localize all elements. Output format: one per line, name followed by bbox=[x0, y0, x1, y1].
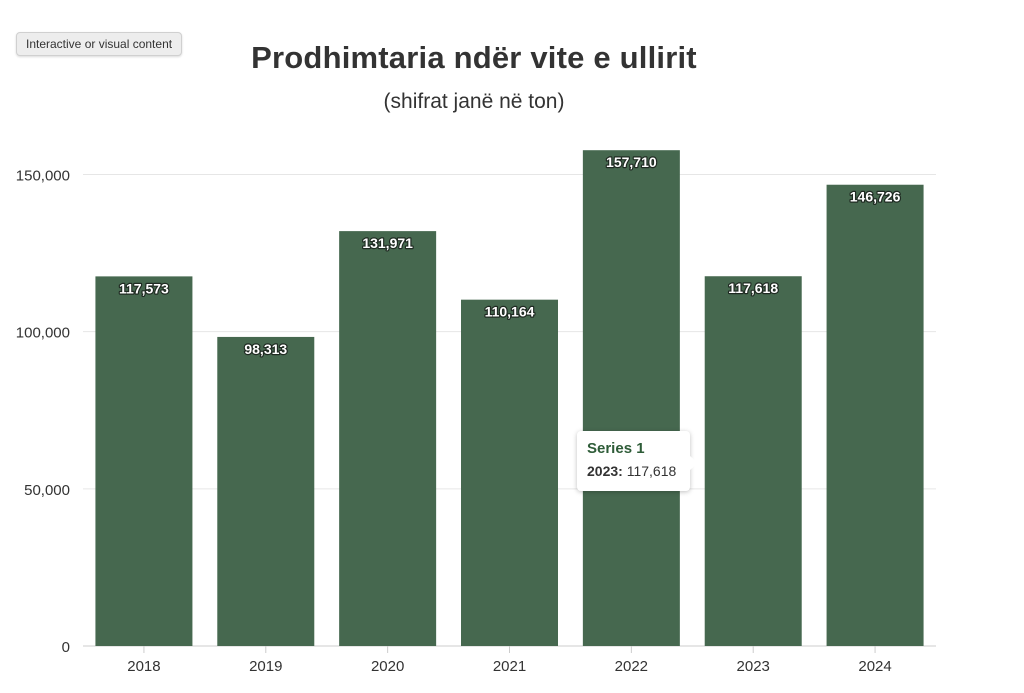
x-tick-label: 2024 bbox=[858, 658, 891, 675]
x-tick-label: 2023 bbox=[737, 658, 770, 675]
y-tick-label: 100,000 bbox=[16, 325, 70, 342]
bar-2024[interactable] bbox=[826, 184, 924, 646]
bar-2018[interactable] bbox=[95, 276, 193, 646]
interactive-content-badge[interactable]: Interactive or visual content bbox=[16, 32, 183, 56]
y-tick-label: 150,000 bbox=[16, 167, 70, 184]
x-tick-label: 2021 bbox=[493, 658, 526, 675]
data-labels: 117,573 98,313 131,971 110,164 157,710 117,61… bbox=[118, 153, 902, 358]
bar-2021[interactable] bbox=[461, 299, 558, 646]
bar-2023[interactable] bbox=[704, 276, 802, 646]
bars bbox=[95, 150, 924, 647]
x-tick-label: 2019 bbox=[249, 658, 282, 675]
data-label: 98,313 bbox=[244, 341, 287, 357]
tooltip-value: 117,618 bbox=[626, 463, 677, 479]
tooltip-category: 2023: bbox=[587, 463, 623, 479]
tooltip-series: Series 1 bbox=[587, 440, 645, 457]
y-tick-label: 50,000 bbox=[24, 482, 70, 499]
bar-2022[interactable] bbox=[582, 150, 680, 646]
data-label: 110,164 bbox=[485, 304, 535, 320]
x-tick-label: 2022 bbox=[615, 658, 648, 675]
data-label: 131,971 bbox=[362, 235, 413, 251]
data-label: 146,726 bbox=[850, 189, 901, 205]
y-axis-ticks: 0 50,000 100,000 150,000 bbox=[16, 167, 70, 656]
data-label: 157,710 bbox=[606, 154, 657, 170]
x-axis-ticks: 2018 2019 2020 2021 2022 2023 2024 bbox=[127, 646, 892, 675]
x-tick-label: 2018 bbox=[127, 658, 160, 675]
x-tick-label: 2020 bbox=[371, 658, 404, 675]
data-label: 117,618 bbox=[728, 280, 778, 296]
chart-subtitle: (shifrat janë në ton) bbox=[383, 90, 565, 113]
data-label: 117,573 bbox=[119, 280, 169, 296]
y-tick-label: 0 bbox=[62, 639, 70, 656]
tooltip: Series 1 2023: 117,618 bbox=[577, 431, 698, 491]
bar-2019[interactable] bbox=[217, 336, 315, 646]
chart-title: Prodhimtaria ndër vite e ullirit bbox=[251, 40, 697, 75]
bar-2020[interactable] bbox=[339, 231, 437, 647]
